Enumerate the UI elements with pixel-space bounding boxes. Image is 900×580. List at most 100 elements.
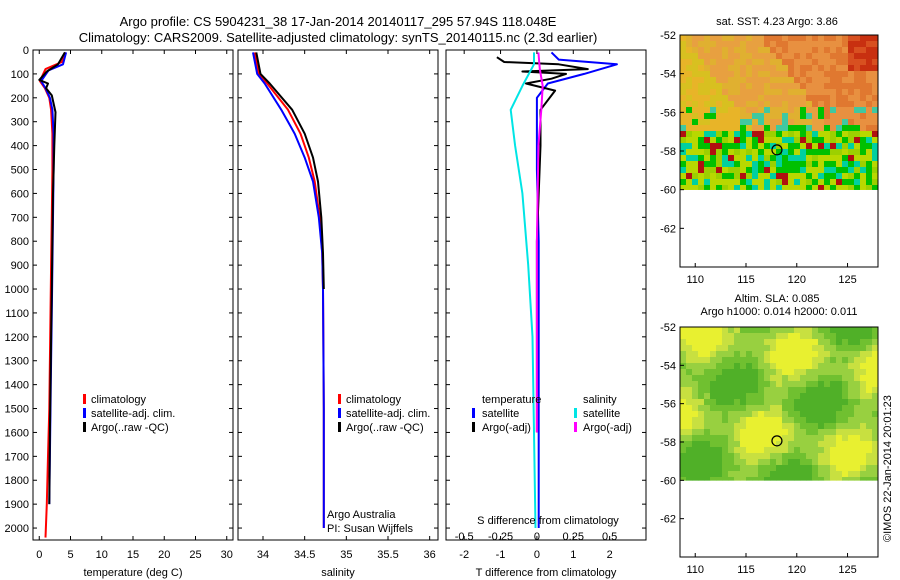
map-cell bbox=[782, 345, 789, 352]
map-cell bbox=[854, 71, 861, 78]
map-cell bbox=[710, 125, 717, 132]
map-cell bbox=[872, 89, 879, 96]
map-cell bbox=[692, 363, 699, 370]
map-cell bbox=[722, 95, 729, 102]
map-cell bbox=[806, 161, 813, 168]
map-cell bbox=[740, 357, 747, 364]
map-cell bbox=[722, 41, 729, 48]
map-cell bbox=[830, 95, 837, 102]
map-cell bbox=[812, 71, 819, 78]
map-cell bbox=[854, 131, 861, 138]
map-cell bbox=[836, 339, 843, 346]
map-cell bbox=[764, 167, 771, 174]
map-cell bbox=[764, 465, 771, 472]
map-cell bbox=[788, 47, 795, 54]
map-cell bbox=[842, 113, 849, 120]
map-cell bbox=[848, 375, 855, 382]
map-cell bbox=[686, 459, 693, 466]
map-cell bbox=[680, 95, 687, 102]
map-cell bbox=[830, 381, 837, 388]
map-cell bbox=[680, 381, 687, 388]
map-cell bbox=[692, 345, 699, 352]
map-cell bbox=[812, 185, 819, 190]
map-cell bbox=[698, 405, 705, 412]
x-tick-label: 15 bbox=[127, 549, 139, 561]
map-cell bbox=[812, 351, 819, 358]
map-cell bbox=[824, 423, 831, 430]
map-cell bbox=[722, 399, 729, 406]
map-cell bbox=[872, 71, 879, 78]
map-cell bbox=[764, 381, 771, 388]
map-cell bbox=[794, 459, 801, 466]
x-tick-label: 25 bbox=[189, 549, 201, 561]
legend-swatch-climatology bbox=[338, 394, 341, 404]
map-cell bbox=[722, 71, 729, 78]
map-cell bbox=[698, 161, 705, 168]
map-cell bbox=[836, 149, 843, 156]
map-cell bbox=[860, 339, 867, 346]
map-cell bbox=[698, 101, 705, 108]
map-cell bbox=[716, 447, 723, 454]
map-cell bbox=[734, 113, 741, 120]
map-cell bbox=[728, 185, 735, 190]
map-cell bbox=[788, 89, 795, 96]
map-cell bbox=[686, 113, 693, 120]
map-cell bbox=[722, 339, 729, 346]
map-cell bbox=[776, 125, 783, 132]
map-cell bbox=[788, 381, 795, 388]
map-cell bbox=[734, 387, 741, 394]
map-cell bbox=[830, 357, 837, 364]
map-cell bbox=[746, 333, 753, 340]
map-cell bbox=[782, 477, 789, 481]
map-cell bbox=[866, 167, 873, 174]
map-cell bbox=[692, 185, 699, 190]
map-cell bbox=[746, 125, 753, 132]
map-cell bbox=[770, 119, 777, 126]
map-cell bbox=[740, 71, 747, 78]
map-cell bbox=[734, 143, 741, 150]
map-cell bbox=[770, 131, 777, 138]
map-cell bbox=[728, 95, 735, 102]
map-cell bbox=[764, 459, 771, 466]
map-cell bbox=[788, 387, 795, 394]
map-cell bbox=[692, 375, 699, 382]
map-cell bbox=[728, 125, 735, 132]
map-cell bbox=[818, 369, 825, 376]
map-cell bbox=[806, 83, 813, 90]
y-tick-label: 500 bbox=[11, 165, 29, 177]
map-cell bbox=[800, 429, 807, 436]
map-cell bbox=[710, 351, 717, 358]
map-cell bbox=[692, 95, 699, 102]
map-cell bbox=[788, 95, 795, 102]
map-cell bbox=[812, 155, 819, 162]
map-cell bbox=[710, 101, 717, 108]
map-cell bbox=[680, 161, 687, 168]
map-cell bbox=[824, 149, 831, 156]
y-tick-label: 1400 bbox=[5, 380, 29, 392]
map-cell bbox=[686, 465, 693, 472]
map-cell bbox=[866, 47, 873, 54]
map-cell bbox=[812, 47, 819, 54]
map-cell bbox=[770, 363, 777, 370]
map-cell bbox=[818, 41, 825, 48]
map-cell bbox=[716, 441, 723, 448]
map-cell bbox=[872, 77, 879, 84]
map-cell bbox=[776, 119, 783, 126]
map-cell bbox=[680, 107, 687, 114]
map-cell bbox=[872, 119, 879, 126]
map-cell bbox=[758, 453, 765, 460]
map-cell bbox=[692, 417, 699, 424]
map-cell bbox=[842, 167, 849, 174]
map-cell bbox=[740, 35, 747, 42]
x-tick-label: 34.5 bbox=[294, 549, 315, 561]
map-cell bbox=[740, 375, 747, 382]
map-cell bbox=[734, 393, 741, 400]
map-cell bbox=[710, 161, 717, 168]
y-tick-label: 300 bbox=[11, 117, 29, 129]
map-cell bbox=[782, 423, 789, 430]
map-cell bbox=[836, 417, 843, 424]
map-cell bbox=[692, 423, 699, 430]
map-cell bbox=[698, 465, 705, 472]
map-cell bbox=[806, 471, 813, 478]
map-cell bbox=[794, 351, 801, 358]
